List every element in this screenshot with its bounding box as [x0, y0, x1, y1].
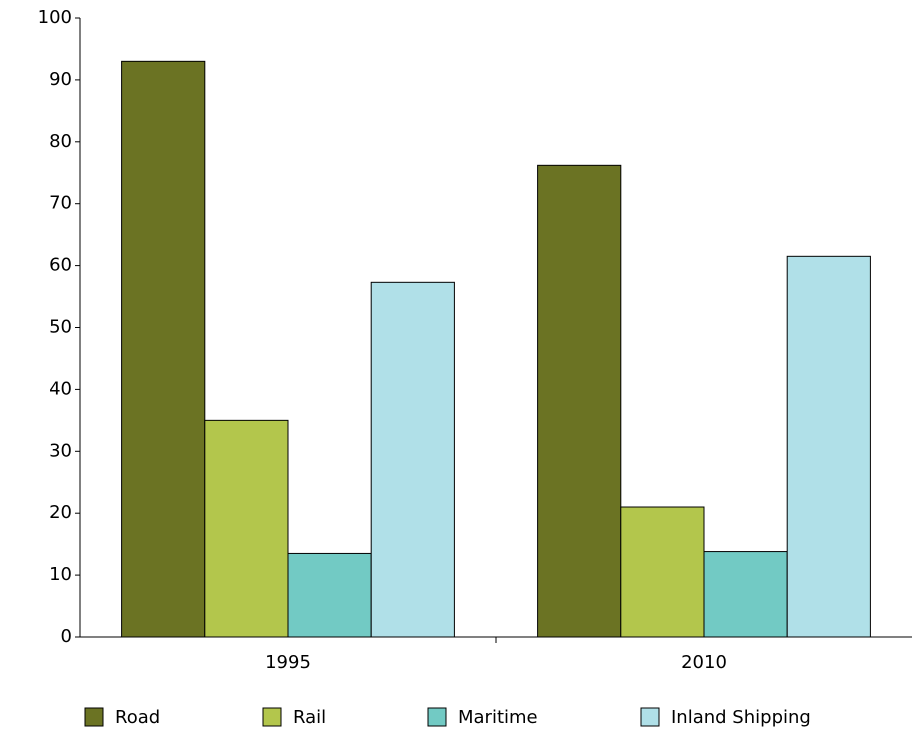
y-tick-label: 0 [61, 626, 72, 647]
y-tick-label: 80 [49, 131, 72, 152]
legend-swatch [427, 707, 447, 727]
x-tick-label: 2010 [681, 652, 727, 673]
x-tick-label: 1995 [265, 652, 311, 673]
legend-swatch [262, 707, 282, 727]
y-tick-label: 100 [38, 7, 72, 28]
y-tick-label: 50 [49, 317, 72, 338]
legend-label: Maritime [458, 707, 538, 728]
y-tick-label: 10 [49, 564, 72, 585]
y-tick-label: 60 [49, 255, 72, 276]
y-tick-label: 70 [49, 193, 72, 214]
bar [287, 552, 372, 638]
bar [537, 164, 622, 638]
legend-swatch [640, 707, 660, 727]
y-tick-label: 90 [49, 69, 72, 90]
bar [370, 281, 455, 638]
bar [786, 255, 871, 638]
bar [620, 506, 705, 638]
y-tick-label: 40 [49, 378, 72, 399]
bar [204, 419, 289, 638]
bar [703, 551, 788, 638]
bar [121, 60, 206, 638]
legend-swatch [84, 707, 104, 727]
legend-label: Rail [293, 707, 326, 728]
legend-label: Inland Shipping [671, 707, 811, 728]
y-tick-label: 30 [49, 440, 72, 461]
y-tick-label: 20 [49, 502, 72, 523]
legend-label: Road [115, 707, 160, 728]
